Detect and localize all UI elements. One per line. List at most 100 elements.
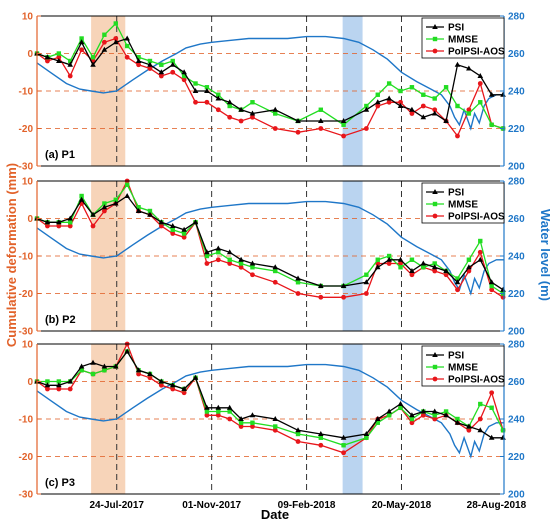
y-left-tick-label: 0 [27,49,33,60]
data-point-psi [409,412,415,418]
y-right-tick-label: 240 [508,415,525,426]
legend-label-mmse: MMSE [448,200,478,211]
data-point-polpsi-aos [124,54,130,60]
data-point-polpsi-aos [113,36,119,41]
data-point-polpsi-aos [477,81,483,86]
data-point-polpsi-aos [136,371,141,377]
data-point-polpsi-aos [158,223,164,229]
data-point-mmse [443,85,449,90]
data-point-polpsi-aos [158,382,164,388]
data-point-psi [466,264,472,270]
data-point-psi [488,434,495,440]
data-point-mmse [136,55,141,60]
data-point-mmse [364,103,369,109]
data-point-mmse [147,58,153,64]
data-point-polpsi-aos [455,133,460,139]
y-left-tick-label: -10 [19,252,34,263]
data-point-mmse [90,55,96,60]
data-point-polpsi-aos [56,386,62,392]
y-right-tick-label: 220 [508,124,525,135]
data-point-mmse [432,261,437,266]
data-point-polpsi-aos [204,261,210,266]
y-left-tick-label: -20 [19,289,34,300]
data-point-polpsi-aos [170,386,176,392]
data-point-psi [466,423,472,429]
data-point-psi [135,367,142,373]
data-point-mmse [466,111,472,116]
data-point-polpsi-aos [181,234,187,240]
legend-label-polpsi-aos: PolPSI-AOS [448,47,505,58]
data-point-mmse [113,197,118,202]
data-point-psi [295,118,301,123]
data-point-psi [340,434,347,440]
data-point-polpsi-aos [158,73,164,79]
data-point-psi [56,219,62,225]
data-point-mmse [398,265,403,270]
data-point-psi [431,408,438,414]
x-tick-label: 09-Feb-2018 [278,500,336,511]
legend-label-mmse: MMSE [448,35,478,46]
data-point-polpsi-aos [56,54,62,60]
data-point-polpsi-aos [238,118,244,124]
data-point-psi [409,268,415,273]
data-point-polpsi-aos [455,287,460,293]
data-point-mmse [79,36,84,41]
data-point-polpsi-aos [90,223,96,229]
data-point-psi [340,118,347,123]
data-point-psi [397,103,404,108]
data-point-psi [90,61,96,67]
data-point-psi [374,264,381,270]
data-point-polpsi-aos [45,58,50,64]
data-point-mmse [364,435,369,440]
y-left-tick-label: -20 [19,124,34,135]
legend-marker-polpsi-aos [432,213,438,219]
data-point-psi [488,91,495,97]
data-point-polpsi-aos [409,272,415,278]
data-point-psi [363,106,370,112]
panel-2: -30 -20 -10 0 10 200 220 240 260 280 (b) P2 PSIMMSE… [19,177,526,338]
data-point-mmse [386,413,392,418]
data-point-psi [158,219,165,225]
data-point-mmse [45,379,50,384]
y-left-tick-label: -30 [19,490,34,501]
data-point-polpsi-aos [432,416,438,422]
data-point-mmse [250,100,255,105]
data-point-mmse [79,368,84,373]
data-point-psi [443,268,449,273]
data-point-mmse [170,58,175,64]
data-point-psi [420,260,427,266]
y-right-tick-label: 260 [508,377,525,388]
data-point-polpsi-aos [45,223,50,229]
data-point-polpsi-aos [477,249,483,255]
water-level-line [36,363,504,459]
data-point-psi [397,256,404,262]
data-point-polpsi-aos [147,66,153,71]
data-point-psi [226,249,233,255]
data-point-psi [158,69,165,75]
y-left-tick-label: -10 [19,87,34,98]
x-tick-label: 20-May-2018 [372,500,432,511]
data-point-polpsi-aos [398,99,403,105]
y-axis-title-right: Water level (m) [538,209,550,301]
data-point-psi [249,110,256,116]
data-point-mmse [193,81,198,86]
data-point-psi [466,65,472,71]
data-point-psi [112,363,119,369]
data-point-psi [44,219,51,225]
data-point-polpsi-aos [181,390,187,396]
data-point-mmse [204,409,210,414]
water-level-line [36,35,504,131]
y-left-tick-label: 10 [22,340,34,351]
data-point-polpsi-aos [420,412,426,418]
data-point-mmse [273,268,278,274]
data-point-polpsi-aos [238,264,244,270]
data-point-mmse [250,265,255,270]
data-point-mmse [102,368,107,373]
data-point-mmse [500,428,506,433]
data-point-psi [56,58,62,63]
data-point-psi [112,39,119,45]
panel-label: (a) P1 [45,149,75,161]
data-point-polpsi-aos [489,390,495,396]
data-point-psi [192,219,199,225]
data-point-psi [374,99,381,105]
